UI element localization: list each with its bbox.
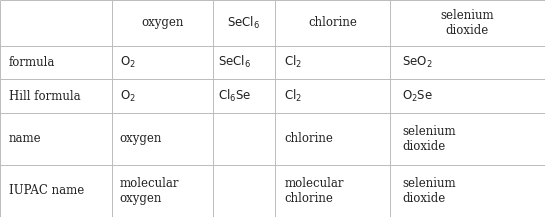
Text: $\mathrm{Cl}_6\mathrm{Se}$: $\mathrm{Cl}_6\mathrm{Se}$	[217, 88, 251, 104]
Text: molecular
chlorine: molecular chlorine	[284, 177, 344, 205]
Text: chlorine: chlorine	[308, 16, 357, 29]
Text: $\mathrm{O}_2$: $\mathrm{O}_2$	[120, 89, 136, 104]
Text: selenium
dioxide: selenium dioxide	[402, 125, 456, 153]
Text: selenium
dioxide: selenium dioxide	[402, 177, 456, 205]
Text: $\mathrm{O}_2$: $\mathrm{O}_2$	[120, 55, 136, 70]
Text: selenium
dioxide: selenium dioxide	[440, 9, 494, 37]
Text: IUPAC name: IUPAC name	[9, 184, 84, 197]
Text: $\mathrm{SeCl}_6$: $\mathrm{SeCl}_6$	[227, 15, 261, 31]
Text: formula: formula	[9, 56, 55, 69]
Text: $\mathrm{O}_2\mathrm{Se}$: $\mathrm{O}_2\mathrm{Se}$	[402, 89, 433, 104]
Text: Hill formula: Hill formula	[9, 90, 81, 102]
Text: $\mathrm{SeCl}_6$: $\mathrm{SeCl}_6$	[217, 54, 251, 71]
Text: $\mathrm{Cl}_2$: $\mathrm{Cl}_2$	[284, 54, 302, 71]
Text: chlorine: chlorine	[284, 132, 333, 145]
Text: oxygen: oxygen	[120, 132, 162, 145]
Text: molecular
oxygen: molecular oxygen	[120, 177, 179, 205]
Text: oxygen: oxygen	[141, 16, 183, 29]
Text: $\mathrm{SeO}_2$: $\mathrm{SeO}_2$	[402, 55, 433, 70]
Text: name: name	[9, 132, 41, 145]
Text: $\mathrm{Cl}_2$: $\mathrm{Cl}_2$	[284, 88, 302, 104]
